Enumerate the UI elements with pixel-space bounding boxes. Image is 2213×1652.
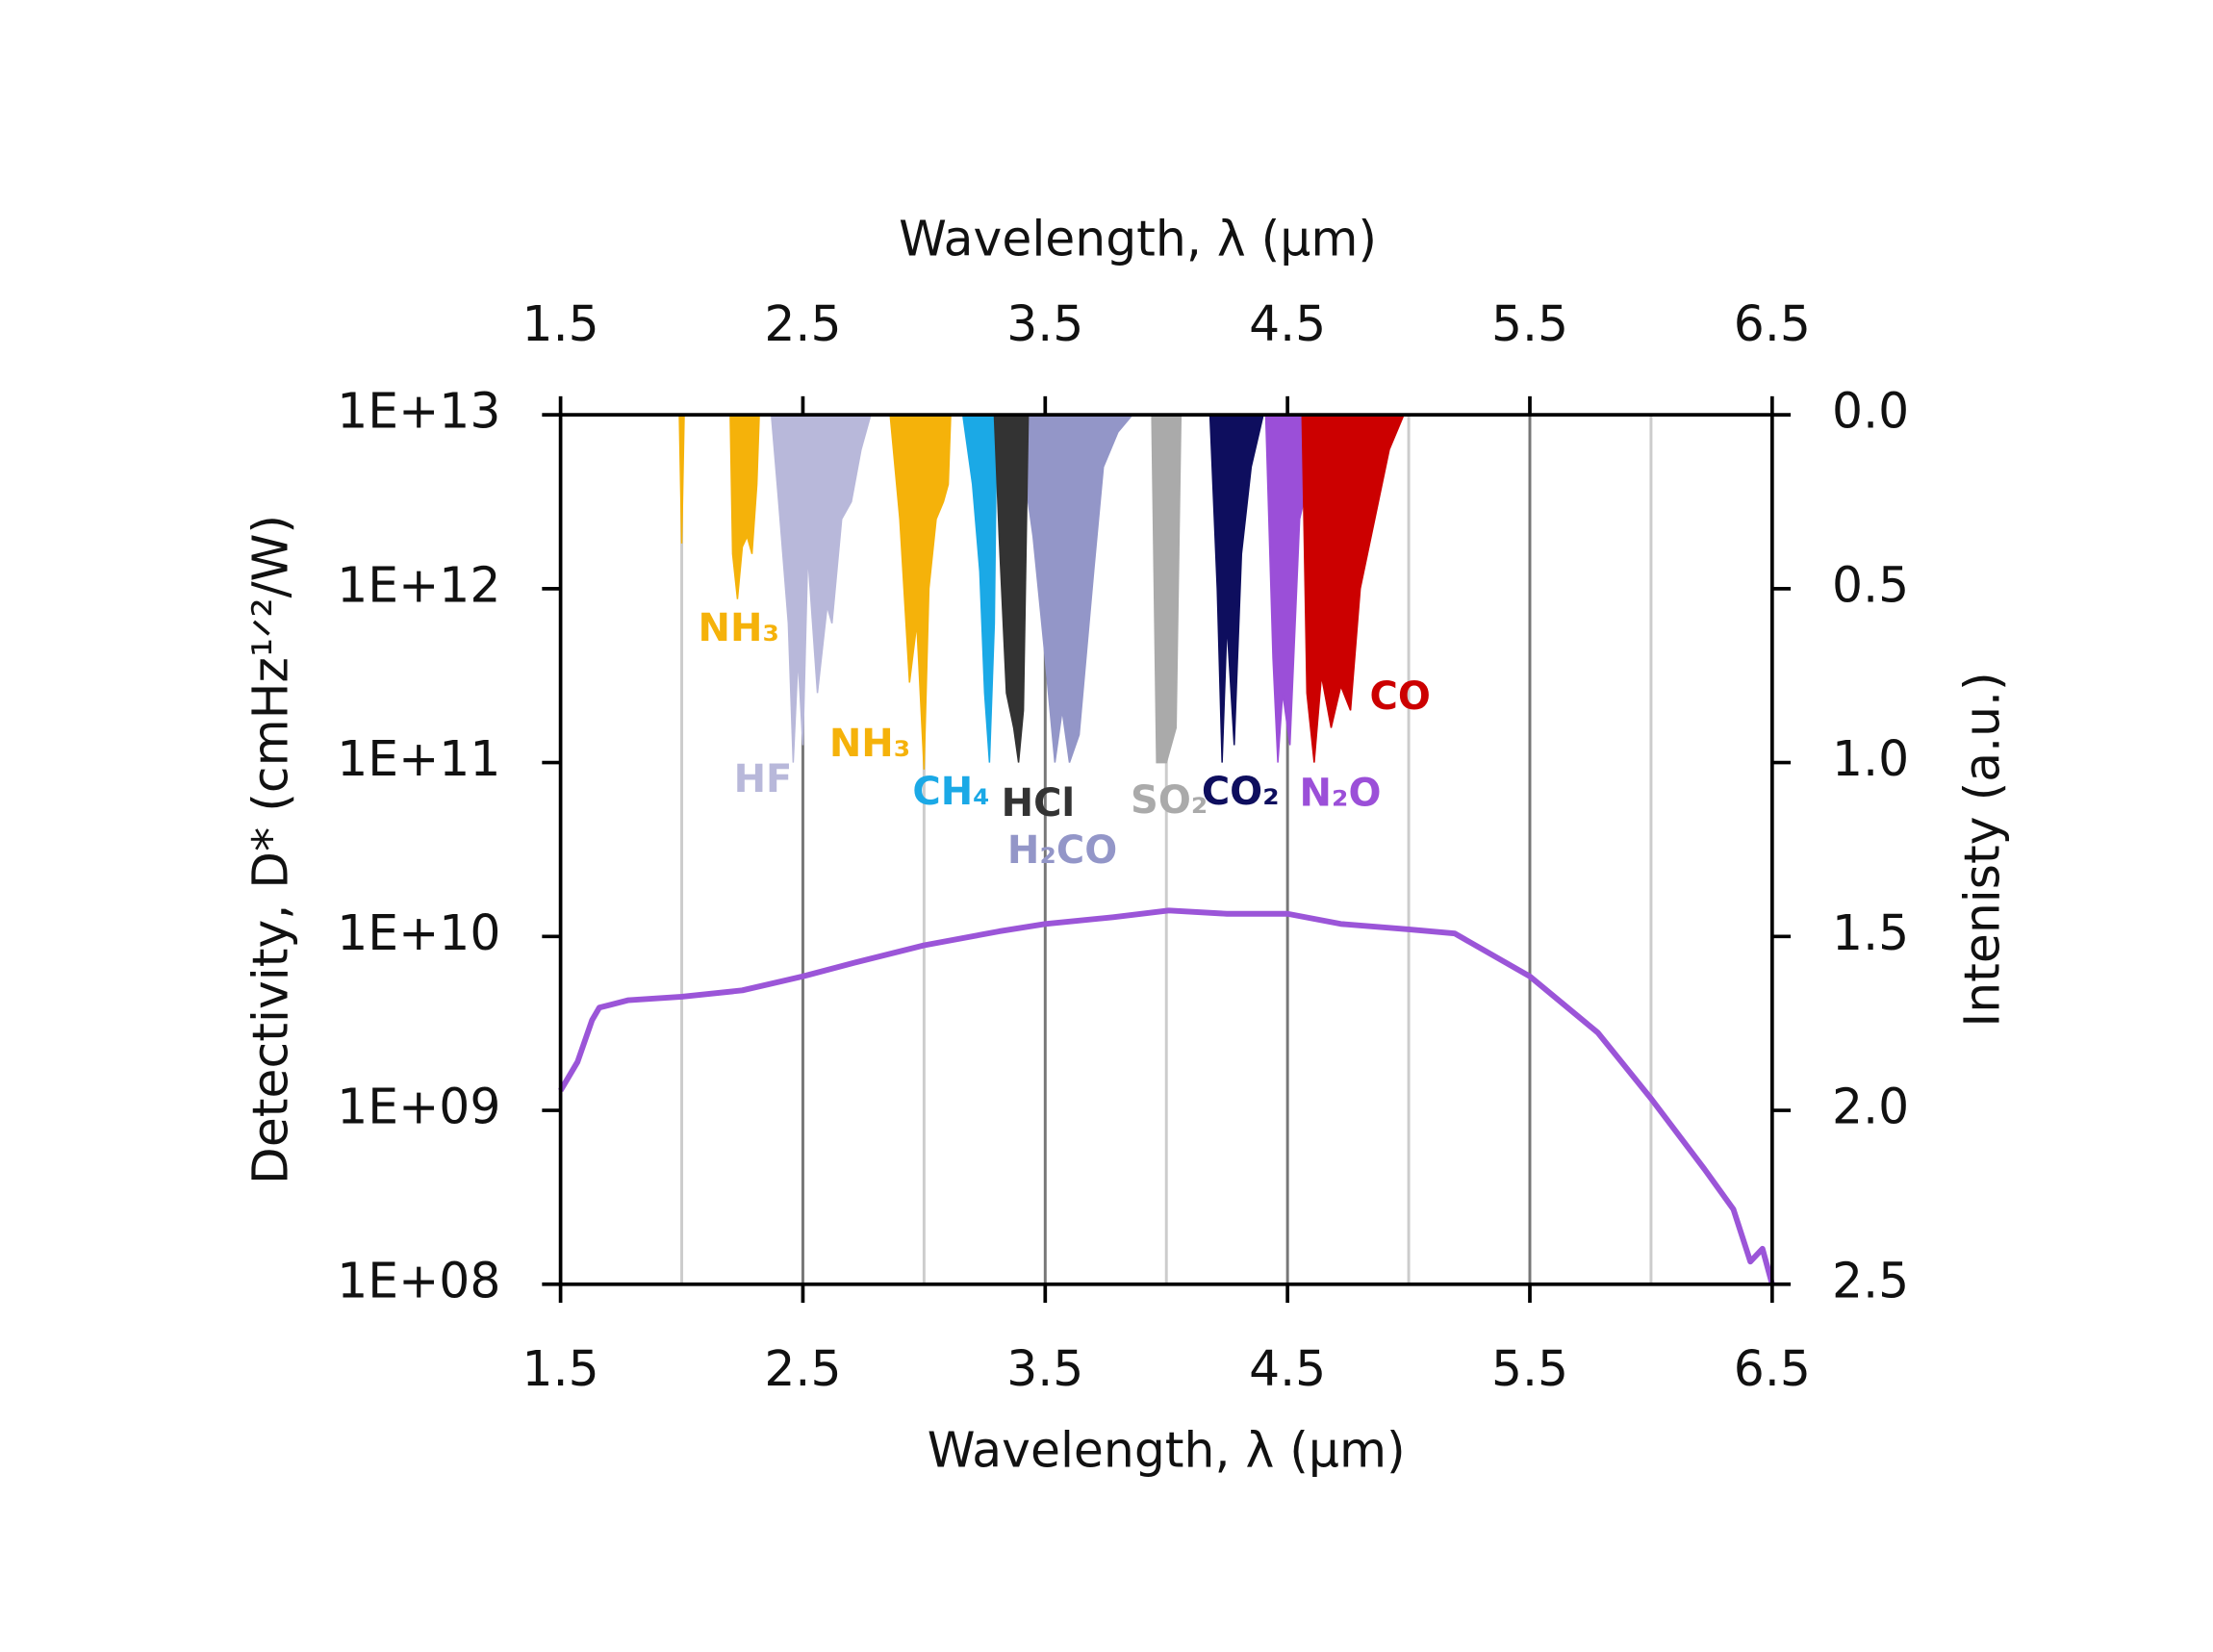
top-x-tick-label: 5.5: [1491, 295, 1568, 352]
absorption-area: [1208, 414, 1264, 763]
absorption-area: [678, 414, 760, 599]
y-tick-label: 1E+13: [337, 383, 500, 440]
y2-axis-title: Intenisty (a.u.): [1954, 672, 2011, 1027]
x-tick-label: 1.5: [522, 1340, 599, 1397]
gas-label: SO₂: [1131, 778, 1208, 823]
y-tick-label: 1E+08: [337, 1252, 500, 1309]
x-tick-label: 5.5: [1491, 1340, 1568, 1397]
top-x-tick-label: 6.5: [1734, 295, 1811, 352]
gas-label: NH₃: [829, 722, 910, 766]
gas-label: H₂CO: [1007, 828, 1117, 873]
absorption-area: [1151, 414, 1183, 764]
y2-tick-label: 0.0: [1832, 383, 1909, 440]
y2-tick-label: 2.5: [1832, 1252, 1909, 1309]
y-tick-label: 1E+12: [337, 556, 500, 613]
gas-label: CO: [1370, 674, 1431, 719]
absorption-area: [1301, 414, 1406, 763]
x-tick-label: 2.5: [764, 1340, 841, 1397]
y2-tick-label: 0.5: [1832, 556, 1909, 613]
y2-tick-label: 1.0: [1832, 730, 1909, 787]
gas-label: CO₂: [1202, 770, 1280, 814]
plot-frame: [558, 413, 1774, 1286]
y-axis-title: Detectivity, D* (cmHz¹ᐟ²/W): [242, 515, 298, 1184]
y-tick-label: 1E+09: [337, 1079, 500, 1135]
gas-label: NH₃: [699, 606, 779, 650]
gas-label: HF: [734, 757, 793, 801]
absorption-area: [995, 414, 1134, 763]
y-tick-label: 1E+11: [337, 730, 500, 787]
x-axis-title: Wavelength, λ (μm): [928, 1422, 1406, 1479]
y2-tick-label: 2.0: [1832, 1079, 1909, 1135]
x-tick-label: 4.5: [1249, 1340, 1326, 1397]
x-tick-label: 3.5: [1006, 1340, 1083, 1397]
gas-label: CH₄: [912, 770, 989, 814]
top-x-tick-label: 4.5: [1249, 295, 1326, 352]
x-tick-label: 6.5: [1734, 1340, 1811, 1397]
gas-label: HCl: [1002, 781, 1076, 826]
absorption-area: [993, 414, 1030, 763]
top-x-tick-label: 1.5: [522, 295, 599, 352]
top-x-tick-label: 2.5: [764, 295, 841, 352]
y-tick-label: 1E+10: [337, 904, 500, 961]
gas-label: N₂O: [1299, 772, 1381, 816]
absorption-area: [889, 414, 952, 770]
top-x-tick-label: 3.5: [1006, 295, 1083, 352]
absorption-area: [770, 414, 872, 763]
y2-tick-label: 1.5: [1832, 904, 1909, 961]
top-axis-title: Wavelength, λ (μm): [899, 210, 1377, 267]
detectivity-line: [558, 907, 1775, 1285]
absorption-area: [961, 414, 998, 763]
